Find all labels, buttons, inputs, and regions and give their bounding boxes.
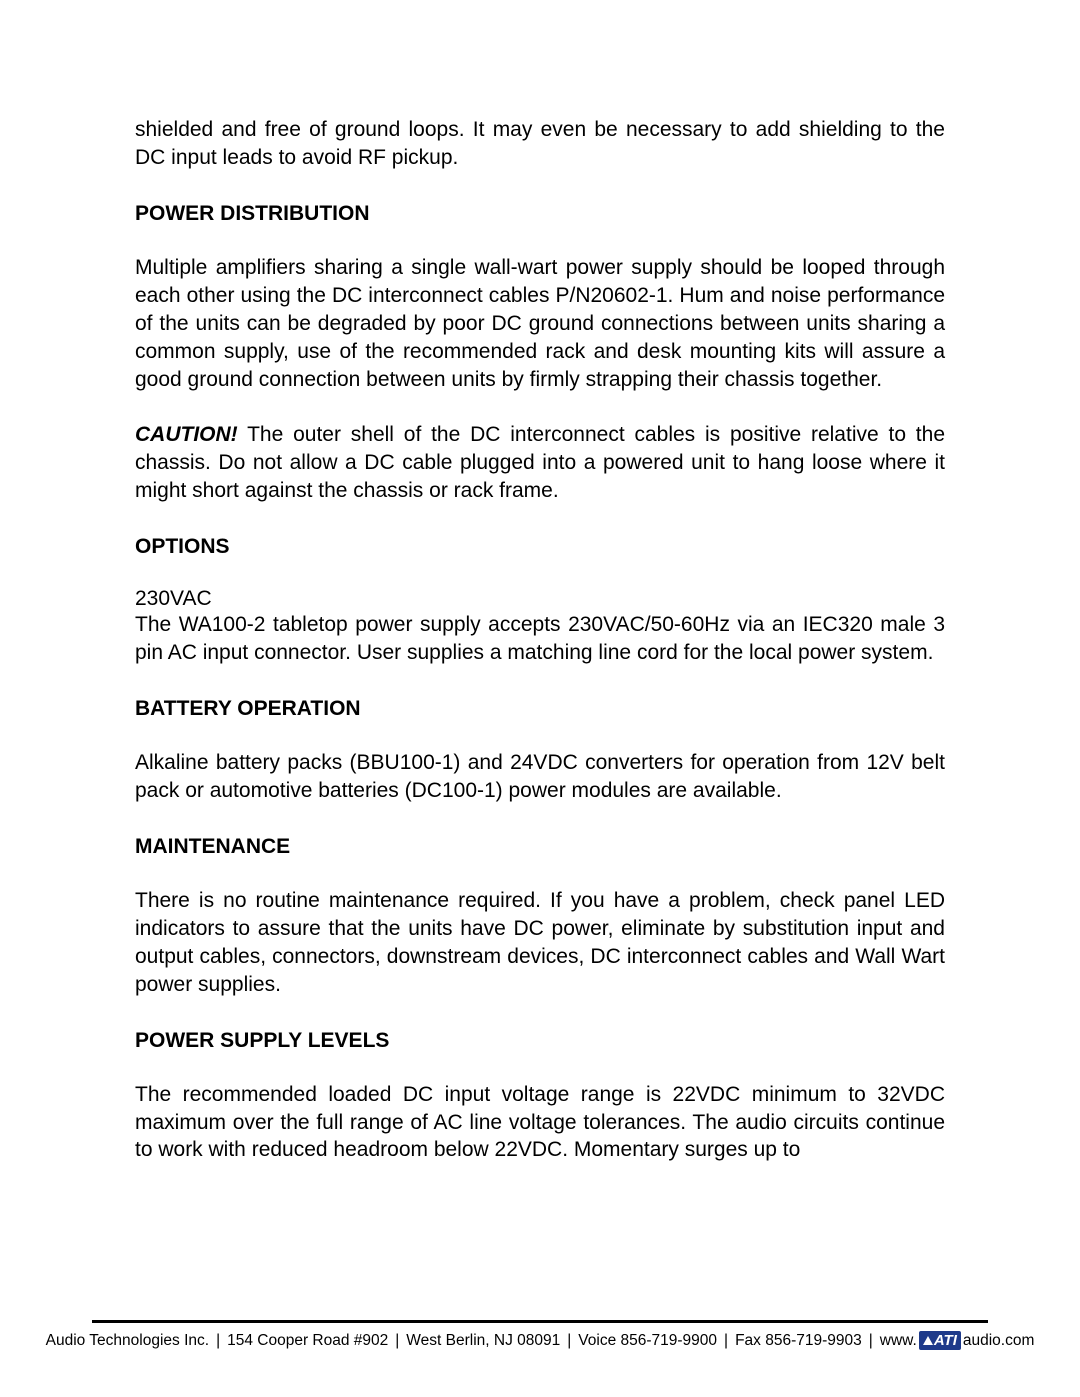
heading-options: OPTIONS: [135, 535, 945, 559]
logo-text: ATI: [934, 1332, 957, 1349]
page-footer: Audio Technologies Inc. | 154 Cooper Roa…: [92, 1320, 988, 1350]
footer-separator: |: [862, 1332, 880, 1350]
footer-city: West Berlin, NJ 08091: [406, 1332, 560, 1350]
heading-maintenance: MAINTENANCE: [135, 835, 945, 859]
heading-battery-operation: BATTERY OPERATION: [135, 697, 945, 721]
footer-fax: Fax 856-719-9903: [735, 1332, 862, 1350]
body-options: The WA100-2 tabletop power supply accept…: [135, 611, 945, 667]
footer-www-suffix: audio.com: [963, 1332, 1035, 1350]
footer-www-prefix: www.: [880, 1332, 917, 1350]
body-power-supply-levels: The recommended loaded DC input voltage …: [135, 1081, 945, 1165]
body-battery-operation: Alkaline battery packs (BBU100-1) and 24…: [135, 749, 945, 805]
body-power-distribution: Multiple amplifiers sharing a single wal…: [135, 254, 945, 394]
body-maintenance: There is no routine maintenance required…: [135, 887, 945, 999]
footer-company: Audio Technologies Inc.: [46, 1332, 209, 1350]
caution-label: CAUTION!: [135, 423, 238, 446]
options-sub-label: 230VAC: [135, 587, 945, 611]
footer-separator: |: [717, 1332, 735, 1350]
caution-body: The outer shell of the DC interconnect c…: [135, 423, 945, 502]
footer-text: Audio Technologies Inc. | 154 Cooper Roa…: [92, 1331, 988, 1350]
logo-triangle-icon: [923, 1336, 933, 1345]
heading-power-supply-levels: POWER SUPPLY LEVELS: [135, 1029, 945, 1053]
footer-address: 154 Cooper Road #902: [227, 1332, 388, 1350]
caution-paragraph: CAUTION! The outer shell of the DC inter…: [135, 421, 945, 505]
footer-separator: |: [560, 1332, 578, 1350]
footer-separator: |: [209, 1332, 227, 1350]
heading-power-distribution: POWER DISTRIBUTION: [135, 202, 945, 226]
document-page: shielded and free of ground loops. It ma…: [0, 0, 1080, 1164]
footer-separator: |: [388, 1332, 406, 1350]
ati-logo-icon: ATI: [919, 1331, 961, 1350]
intro-paragraph: shielded and free of ground loops. It ma…: [135, 116, 945, 172]
footer-divider: [92, 1320, 988, 1323]
footer-voice: Voice 856-719-9900: [578, 1332, 717, 1350]
